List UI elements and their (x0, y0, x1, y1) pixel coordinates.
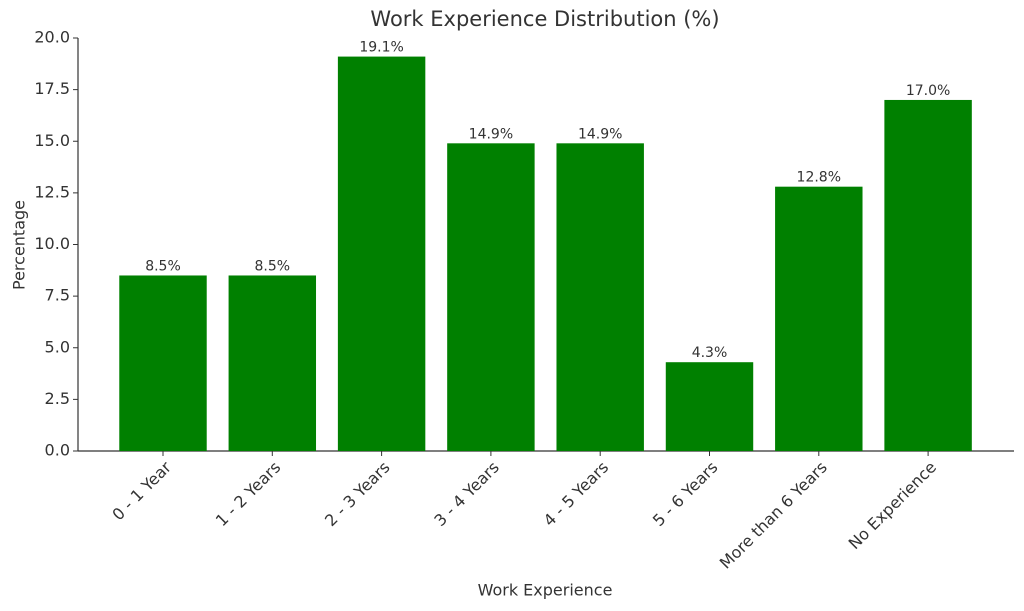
value-label: 4.3% (692, 345, 728, 361)
x-tick-label: More than 6 Years (716, 458, 831, 573)
x-axis-label: Work Experience (478, 581, 613, 600)
chart-title: Work Experience Distribution (%) (370, 7, 719, 31)
x-tick-label: 0 - 1 Year (108, 457, 175, 524)
value-label: 12.8% (797, 170, 841, 186)
y-tick-label: 2.5 (45, 389, 70, 408)
y-axis-label: Percentage (10, 200, 29, 290)
x-tick-label: 1 - 2 Years (212, 458, 285, 531)
bar (119, 275, 207, 451)
y-tick-label: 7.5 (45, 286, 70, 305)
bar (665, 362, 754, 451)
y-tick-label: 20.0 (34, 28, 70, 47)
x-tick-label: 5 - 6 Years (649, 458, 722, 531)
y-tick-label: 5.0 (45, 337, 70, 356)
value-label: 19.1% (359, 40, 403, 56)
y-tick-label: 15.0 (34, 131, 70, 150)
value-label: 14.9% (469, 126, 513, 142)
y-tick-label: 17.5 (34, 79, 70, 98)
value-label: 8.5% (255, 258, 291, 274)
x-tick-label: No Experience (845, 458, 941, 554)
x-tick-label: 2 - 3 Years (321, 458, 394, 531)
bar (228, 275, 317, 451)
bar (447, 143, 535, 451)
y-tick-label: 0.0 (45, 441, 70, 460)
bar (884, 99, 972, 451)
bar (337, 56, 426, 452)
value-label: 17.0% (906, 83, 950, 99)
value-label: 14.9% (578, 126, 622, 142)
value-label: 8.5% (145, 258, 181, 274)
bar (775, 186, 863, 451)
y-tick-label: 10.0 (34, 234, 70, 253)
x-tick-label: 4 - 5 Years (540, 458, 613, 531)
bar (556, 143, 644, 451)
y-tick-label: 12.5 (34, 182, 70, 201)
x-tick-label: 3 - 4 Years (430, 458, 503, 531)
